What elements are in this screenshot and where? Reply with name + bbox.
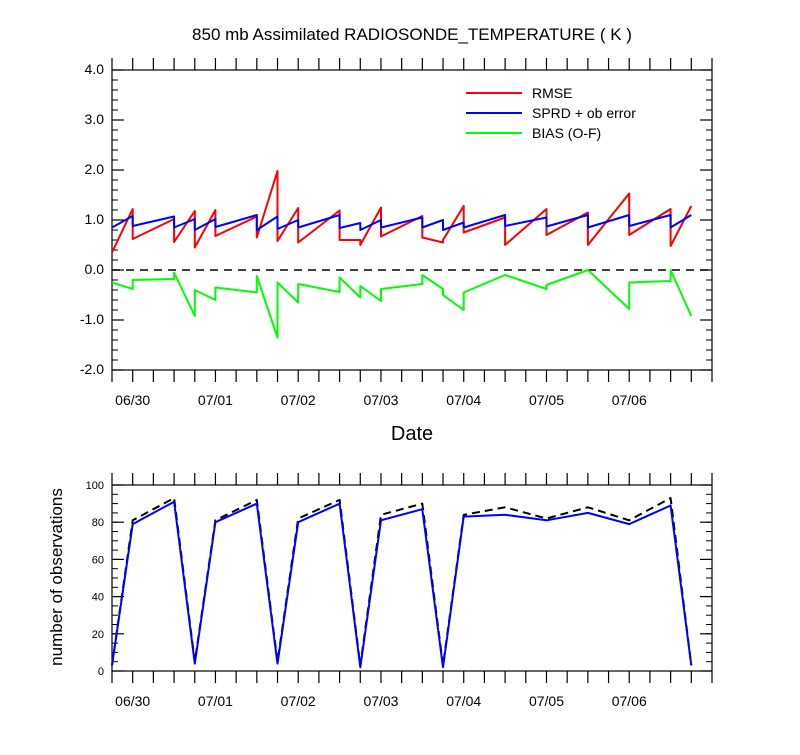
bottom-ytick-label: 80: [92, 517, 104, 529]
top-ytick-label: 3.0: [85, 111, 105, 127]
bottom-ytick-label: 20: [92, 629, 104, 641]
top-ytick-label: 1.0: [85, 211, 105, 227]
top-plot-area: 4.0 3.0 2.0 1.0 0.0 -1.0 -2.0 06/30 07/01 07/02 07…: [80, 58, 713, 408]
bottom-xtick-label: 07/06: [612, 693, 647, 709]
bottom-xtick-label: 06/30: [115, 693, 150, 709]
top-ytick-label: 4.0: [85, 61, 105, 77]
top-ytick-label: -1.0: [80, 311, 104, 327]
legend-sprd-label: SPRD + ob error: [532, 105, 636, 121]
bottom-ytick-label: 0: [98, 666, 104, 678]
bottom-plot-area: 100 80 60 40 20 0 06/30 07/01 07/02 07/03 07/04 07/…: [86, 473, 713, 709]
top-legend: RMSE SPRD + ob error BIAS (O-F): [466, 85, 636, 141]
top-xtick-label: 07/02: [281, 392, 316, 408]
bottom-xtick-label: 07/02: [281, 693, 316, 709]
bottom-chart: 100 80 60 40 20 0 06/30 07/01 07/02 07/03 07/04 07/…: [47, 473, 713, 709]
x-axis-label: Date: [391, 423, 433, 445]
bottom-ytick-label: 100: [86, 480, 104, 492]
top-xtick-label: 07/04: [446, 392, 481, 408]
chart-title: 850 mb Assimilated RADIOSONDE_TEMPERATUR…: [192, 25, 632, 44]
y-axis-label: number of observations: [47, 488, 66, 666]
bottom-ytick-label: 60: [92, 554, 104, 566]
legend-rmse-label: RMSE: [532, 85, 572, 101]
bottom-xtick-label: 07/01: [198, 693, 233, 709]
bottom-xtick-label: 07/03: [363, 693, 398, 709]
top-xtick-label: 07/06: [612, 392, 647, 408]
top-xtick-label: 07/05: [529, 392, 564, 408]
top-series-bias-o-f-: [111, 269, 693, 339]
bottom-ytick-label: 40: [92, 592, 104, 604]
top-series-rmse: [111, 170, 693, 253]
bottom-xtick-label: 07/05: [529, 693, 564, 709]
bottom-xtick-label: 07/04: [446, 693, 481, 709]
top-xtick-label: 07/03: [363, 392, 398, 408]
top-xtick-label: 06/30: [115, 392, 150, 408]
top-ytick-label: 2.0: [85, 161, 105, 177]
legend-bias-label: BIAS (O-F): [532, 125, 601, 141]
top-series-sprd-ob-error: [111, 214, 692, 231]
bottom-series-assimilated: [111, 500, 693, 669]
top-xtick-label: 07/01: [198, 392, 233, 408]
top-chart: 850 mb Assimilated RADIOSONDE_TEMPERATUR…: [80, 25, 713, 445]
top-ytick-label: -2.0: [80, 361, 104, 377]
top-ytick-label: 0.0: [85, 261, 105, 277]
